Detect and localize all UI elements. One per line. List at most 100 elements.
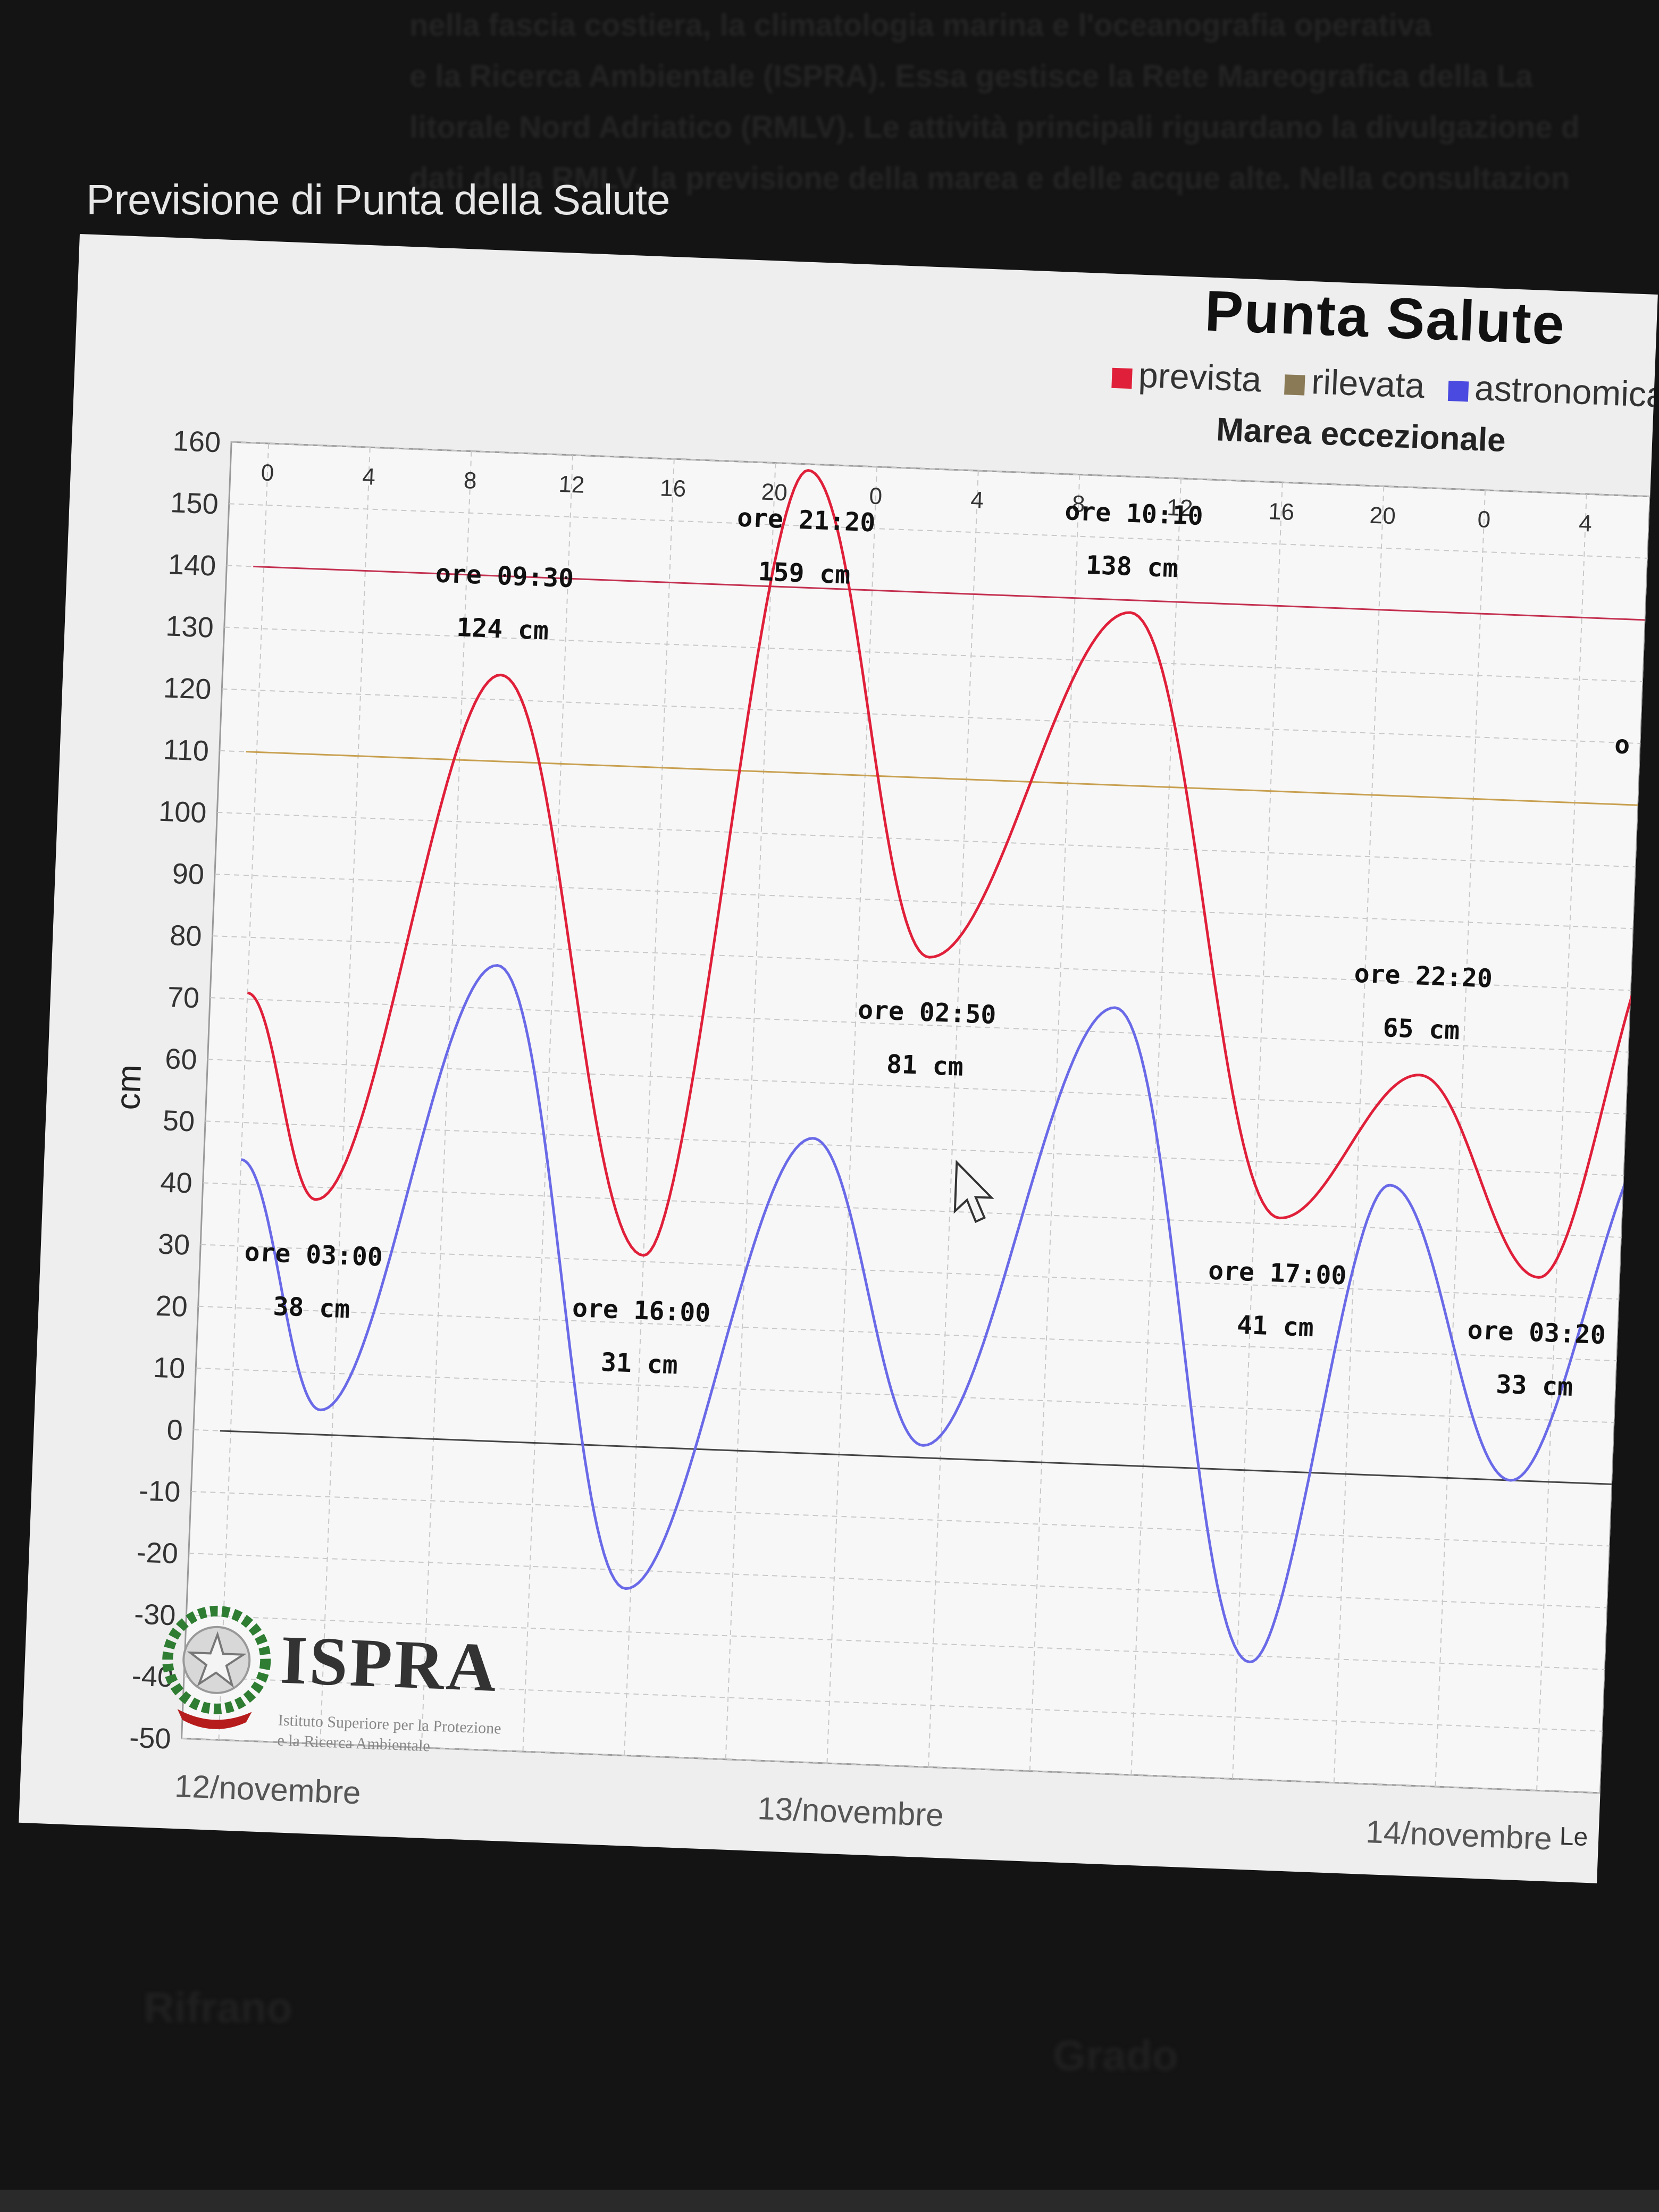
y-tick-label: 50 [162, 1104, 195, 1137]
y-tick-label: 70 [167, 981, 200, 1014]
y-tick-label: 160 [172, 425, 221, 458]
legend-swatch [1447, 381, 1469, 402]
x-hour-tick-label: 0 [261, 459, 274, 486]
y-tick-label: 120 [163, 672, 212, 705]
y-gridline [207, 1059, 1627, 1115]
legend-item-astronomica: astronomica [1447, 366, 1658, 415]
y-gridline [214, 873, 1634, 929]
paragraph-line: dati della RMLV, la previsione della mar… [409, 161, 1570, 196]
y-gridline [196, 1367, 1615, 1423]
legend-item-rilevata: rilevata [1284, 360, 1426, 406]
annotation-time: ore 21:20 [736, 502, 876, 538]
y-tick-label: 80 [169, 919, 202, 952]
chart-panel: 160 150 140 130 120 110 100 90 80 70 60 50 40 30 20 10 0… [19, 234, 1658, 1883]
series-line-prevista [247, 469, 1658, 1279]
threshold-line [246, 751, 1638, 806]
annotation-time: ore 03:00 [244, 1237, 383, 1272]
y-gridline [229, 503, 1648, 559]
series-line-astronomica [240, 964, 1658, 1664]
background-paragraph: nella fascia costiera, la climatologia m… [409, 0, 1659, 223]
y-tick-label: 90 [172, 858, 205, 891]
y-gridline [198, 1305, 1617, 1362]
screen-bezel [0, 2190, 1659, 2212]
y-gridline [200, 1244, 1620, 1300]
ispra-logo-text: ISPRA [279, 1621, 500, 1707]
x-date-label: 12/novembre [174, 1768, 362, 1811]
annotation-value: 81 cm [886, 1049, 964, 1082]
x-hour-tick-label: 8 [463, 467, 477, 494]
legend-swatch [1111, 367, 1133, 389]
x-hour-tick-label: 0 [869, 483, 883, 509]
y-gridline [205, 1120, 1624, 1176]
y-gridline [212, 935, 1631, 991]
tide-chart: 1601501401301201101009080706050403020100… [108, 425, 1658, 1856]
ispra-logo-subtitle: Istituto Superiore per la Protezione e l… [277, 1710, 501, 1759]
y-gridline [224, 626, 1643, 683]
annotation-time: ore 09:30 [435, 558, 574, 593]
x-hour-tick-label: 4 [1578, 510, 1592, 537]
annotation-time: ore 16:00 [572, 1293, 711, 1328]
x-hour-tick-label: 12 [1167, 495, 1194, 522]
x-hour-tick-label: 4 [362, 464, 375, 490]
y-gridline [231, 441, 1650, 497]
y-tick-label: -10 [138, 1474, 181, 1508]
y-gridline [217, 811, 1636, 868]
annotation-time: ore 02:50 [857, 995, 996, 1030]
y-tick-label: 60 [164, 1043, 197, 1076]
annotation-value: 38 cm [273, 1292, 351, 1325]
annotation-value: 31 cm [600, 1347, 678, 1380]
annotation-value: 65 cm [1382, 1013, 1461, 1046]
y-gridline [203, 1182, 1622, 1238]
x-hour-tick-label: 16 [1268, 498, 1295, 525]
y-tick-label: 110 [163, 734, 210, 767]
legend-label: astronomica [1473, 367, 1658, 415]
emblem-logo-icon [162, 1605, 271, 1729]
x-hour-tick-label: 16 [659, 475, 686, 502]
cutoff-label: Le [1559, 1822, 1588, 1851]
annotation-value: 159 cm [758, 557, 851, 590]
y-gridline [181, 1738, 1601, 1794]
y-tick-label: 140 [167, 548, 216, 582]
y-tick-label: 20 [155, 1290, 188, 1323]
y-tick-label: 100 [158, 795, 207, 829]
x-hour-tick-label: 4 [970, 487, 984, 514]
paragraph-line: litorale Nord Adriatico (RMLV). Le attiv… [409, 110, 1580, 145]
y-tick-label: 30 [157, 1228, 190, 1261]
legend-item-prevista: prevista [1111, 354, 1262, 400]
y-gridline [183, 1676, 1603, 1732]
y-tick-label: -20 [136, 1536, 179, 1570]
annotation-time: ore 22:20 [1354, 959, 1493, 994]
y-gridline [188, 1553, 1607, 1608]
legend-label: prevista [1137, 355, 1262, 399]
y-axis-label: cm [108, 1064, 148, 1111]
y-tick-label: 150 [170, 487, 219, 520]
threshold-line [253, 565, 1646, 621]
y-tick-label: 130 [165, 610, 214, 643]
y-gridline [186, 1614, 1605, 1670]
x-hour-tick-label: 8 [1071, 491, 1085, 517]
x-hour-tick-label: 20 [761, 479, 788, 506]
zero-line [220, 1430, 1612, 1485]
y-tick-label: 0 [166, 1414, 183, 1446]
y-gridline [191, 1491, 1610, 1547]
annotation-time: ore 03:20 [1467, 1315, 1606, 1350]
x-hour-tick-label: 0 [1477, 506, 1491, 533]
y-tick-label: -30 [133, 1598, 176, 1631]
paragraph-line: e la Ricerca Ambientale (ISPRA). Essa ge… [409, 59, 1533, 94]
plot-area [180, 441, 1651, 1794]
background-label-middle: Grado [1053, 2032, 1178, 2079]
annotation-value: 41 cm [1236, 1310, 1314, 1343]
paragraph-line: nella fascia costiera, la climatologia m… [409, 8, 1432, 43]
cutoff-label: o [1614, 730, 1630, 760]
annotation-value: 33 cm [1496, 1369, 1574, 1402]
y-tick-label: -50 [129, 1722, 171, 1755]
legend-label: rilevata [1311, 362, 1426, 406]
annotation-value: 138 cm [1085, 550, 1178, 584]
legend-swatch [1284, 374, 1305, 396]
x-date-label: 13/novembre [757, 1790, 944, 1833]
annotation-time: ore 10:10 [1065, 496, 1204, 531]
y-gridline [222, 688, 1641, 744]
annotation-time: ore 17:00 [1208, 1256, 1347, 1291]
x-date-label: 14/novembre [1365, 1814, 1553, 1856]
y-tick-label: 10 [153, 1352, 186, 1385]
